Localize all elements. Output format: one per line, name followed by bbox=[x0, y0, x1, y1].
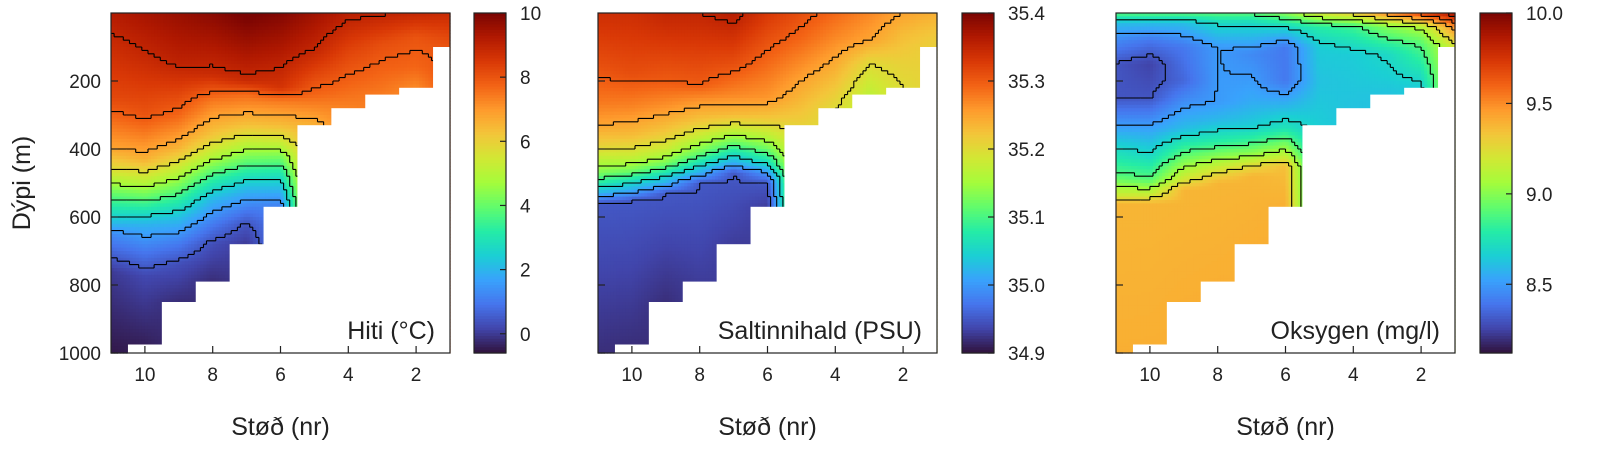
panel-temperature: 10 8 6 4 2 2004006008001000 Hiti (°C) Støð (… bbox=[8, 4, 541, 441]
